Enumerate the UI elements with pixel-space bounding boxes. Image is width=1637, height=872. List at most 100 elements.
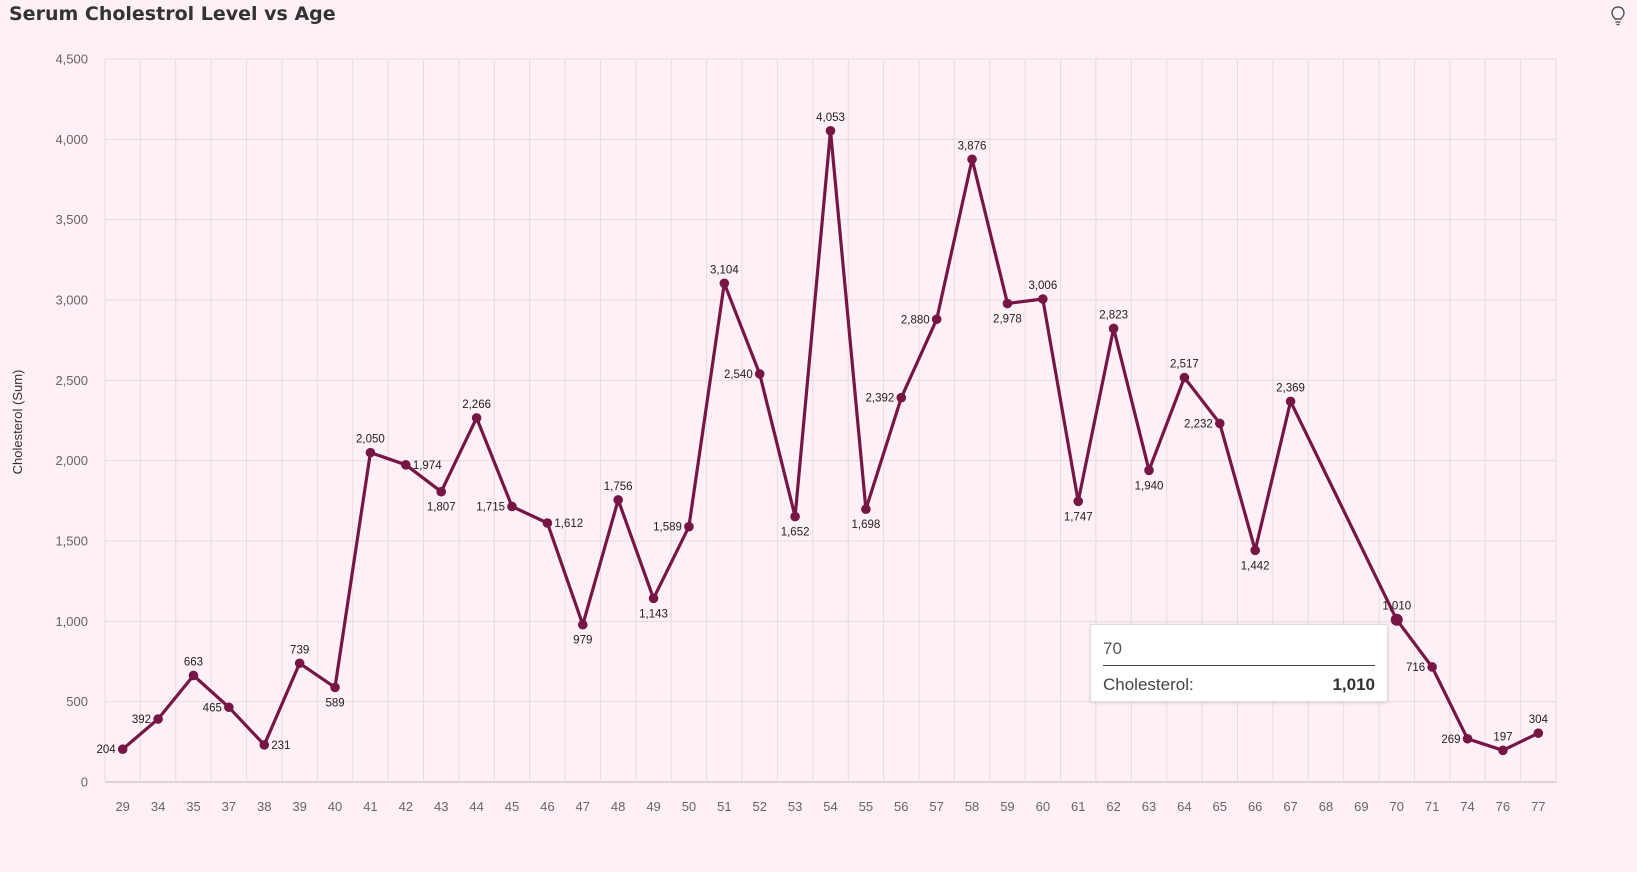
- x-tick-label: 47: [576, 799, 590, 814]
- data-point: [1108, 323, 1119, 334]
- x-tick-label: 59: [1000, 799, 1014, 814]
- x-tick-label: 69: [1354, 799, 1368, 814]
- x-tick-label: 56: [894, 799, 908, 814]
- x-tick-label: 76: [1496, 799, 1510, 814]
- data-label: 1,698: [851, 519, 880, 531]
- data-label: 3,006: [1028, 280, 1057, 292]
- data-point: [577, 619, 588, 630]
- data-point: [1285, 396, 1296, 407]
- y-tick-label: 2,500: [55, 373, 88, 388]
- x-tick-label: 77: [1531, 799, 1545, 814]
- x-tick-label: 55: [859, 799, 873, 814]
- x-tick-label: 44: [469, 799, 483, 814]
- x-tick-label: 48: [611, 799, 625, 814]
- data-label: 2,517: [1170, 359, 1199, 371]
- x-axis-ticks: 29 34 35 37 38 39 40 41 42 43 44 45 46 47 48 49 50 51 52 53…: [115, 799, 1545, 814]
- data-label: 269: [1441, 734, 1460, 746]
- y-tick-label: 1,000: [55, 614, 88, 629]
- data-label: 392: [132, 714, 151, 726]
- y-axis-ticks: 0 500 1,000 1,500 2,000 2,500 3,000 3,500 4,000 4…: [55, 52, 88, 790]
- x-tick-label: 35: [186, 799, 200, 814]
- data-point: [1002, 298, 1013, 309]
- data-point: [294, 658, 305, 669]
- x-tick-label: 43: [434, 799, 448, 814]
- data-point: [790, 511, 800, 522]
- x-tick-label: 74: [1460, 799, 1474, 814]
- chart-title: Serum Cholestrol Level vs Age: [9, 3, 336, 25]
- x-tick-label: 65: [1213, 799, 1227, 814]
- data-label: 2,050: [356, 434, 385, 446]
- lightbulb-icon[interactable]: [1609, 5, 1627, 27]
- x-tick-label: 70: [1390, 799, 1404, 814]
- data-point: [1179, 372, 1190, 383]
- data-point: [648, 593, 659, 604]
- data-label: 1,143: [639, 608, 668, 620]
- x-tick-label: 57: [929, 799, 943, 814]
- data-point: [153, 714, 163, 724]
- data-point: [719, 278, 730, 289]
- data-label: 304: [1529, 714, 1549, 726]
- data-point: [684, 521, 694, 532]
- data-point: [861, 504, 871, 514]
- y-tick-label: 3,000: [55, 293, 88, 308]
- data-label: 1,940: [1135, 480, 1164, 492]
- data-label: 716: [1406, 662, 1425, 674]
- y-tick-label: 3,500: [55, 212, 88, 227]
- data-label: 2,540: [724, 369, 753, 381]
- x-tick-label: 67: [1283, 799, 1297, 814]
- data-point: [542, 518, 553, 528]
- data-label: 1,756: [604, 481, 633, 493]
- data-point: [613, 495, 623, 505]
- x-tick-label: 49: [646, 799, 660, 814]
- data-point: [1462, 733, 1473, 744]
- data-point: [365, 447, 376, 458]
- x-tick-label: 45: [505, 799, 519, 814]
- data-label: 589: [325, 697, 344, 709]
- x-tick-label: 38: [257, 799, 271, 814]
- data-label: 231: [271, 740, 290, 752]
- data-point: [1144, 465, 1154, 476]
- data-point: [1073, 496, 1084, 507]
- tooltip-divider: [1103, 665, 1375, 666]
- data-point: [401, 460, 411, 470]
- data-point: [117, 744, 128, 755]
- data-label: 1,747: [1064, 511, 1093, 523]
- data-label: 2,880: [901, 314, 930, 326]
- data-point: [507, 501, 517, 512]
- y-tick-label: 0: [81, 775, 88, 790]
- data-label: 465: [203, 702, 222, 714]
- data-label: 979: [573, 635, 592, 647]
- data-labels: 204 392 663 465 231 739 589 2,050 1,974 1,807 2,26…: [97, 112, 1549, 756]
- x-tick-label: 29: [115, 799, 129, 814]
- data-point: [224, 702, 234, 713]
- y-tick-label: 4,500: [55, 52, 88, 67]
- data-label: 1,612: [554, 518, 583, 530]
- data-point: [1038, 294, 1048, 304]
- data-label: 2,978: [993, 314, 1022, 326]
- x-tick-label: 54: [823, 799, 837, 814]
- x-tick-label: 51: [717, 799, 731, 814]
- data-point: [188, 670, 199, 681]
- data-point: [754, 369, 765, 379]
- data-point: [259, 740, 270, 750]
- x-tick-label: 41: [363, 799, 377, 814]
- x-tick-label: 63: [1142, 799, 1156, 814]
- x-tick-label: 46: [540, 799, 554, 814]
- x-tick-label: 68: [1319, 799, 1333, 814]
- data-label: 2,369: [1276, 382, 1305, 394]
- data-point: [1533, 728, 1544, 738]
- x-tick-label: 53: [788, 799, 802, 814]
- data-point: [330, 682, 340, 693]
- data-label: 1,652: [781, 527, 810, 539]
- data-point: [471, 413, 482, 423]
- data-label: 2,232: [1184, 418, 1213, 430]
- data-point: [1214, 418, 1225, 429]
- y-tick-label: 500: [66, 694, 88, 709]
- x-tick-label: 58: [965, 799, 979, 814]
- data-label: 739: [290, 644, 309, 656]
- data-label: 1,807: [427, 502, 456, 514]
- data-point: [1250, 545, 1260, 556]
- data-label: 3,104: [710, 264, 739, 276]
- data-point: [1498, 745, 1508, 756]
